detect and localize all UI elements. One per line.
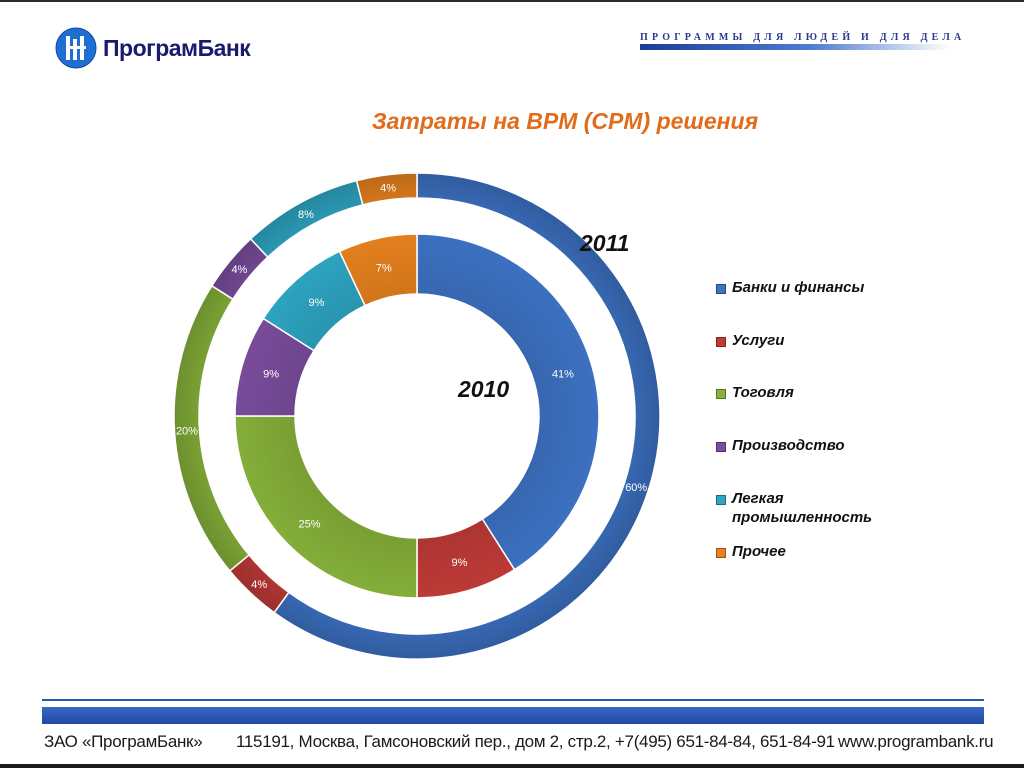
footer-rule (42, 699, 984, 701)
legend-item-5: Прочее (716, 542, 966, 561)
data-label-inner-0: 41% (552, 369, 574, 381)
footer-company: ЗАО «ПрограмБанк» (44, 732, 203, 751)
legend-swatch (716, 442, 726, 452)
legend-label: Тоговля (732, 384, 794, 401)
slice-inner-2 (234, 415, 418, 599)
legend-label: Прочее (732, 543, 786, 560)
footer-address: 115191, Москва, Гамсоновский пер., дом 2… (236, 732, 835, 751)
slice-inner-5 (338, 233, 418, 307)
footer-bar (42, 707, 984, 724)
logo-text: ПрограмБанк (103, 34, 251, 61)
data-label-outer-4: 8% (298, 209, 314, 221)
legend-swatch (716, 548, 726, 558)
legend-swatch (716, 284, 726, 294)
footer-website: www.programbank.ru (838, 732, 994, 751)
legend-label: Банки и финансы (732, 279, 865, 296)
legend-item-3: Производство (716, 436, 966, 455)
legend-item-1: Услуги (716, 331, 966, 350)
bottom-rule (0, 764, 1024, 768)
legend-label: Производство (732, 437, 845, 454)
company-logo: ПрограмБанк (55, 26, 251, 70)
data-label-outer-5: 4% (380, 182, 396, 194)
tagline: ПРОГРАММЫ ДЛЯ ЛЮДЕЙ И ДЛЯ ДЕЛА (640, 32, 966, 43)
data-label-outer-0: 60% (625, 482, 647, 494)
legend-swatch (716, 337, 726, 347)
data-label-outer-2: 20% (176, 425, 198, 437)
legend-item-2: Тоговля (716, 383, 966, 402)
data-label-outer-1: 4% (251, 579, 267, 591)
tagline-underline (640, 44, 950, 50)
slide-title: Затраты на BPM (CPM) решения (371, 108, 759, 134)
legend-swatch (716, 389, 726, 399)
programbank-logo-icon (55, 27, 97, 69)
legend-label: Услуги (732, 332, 785, 349)
legend-item-0: Банки и финансы (716, 278, 966, 297)
inner-ring-year-label: 2010 (458, 376, 510, 402)
legend-swatch (716, 495, 726, 505)
data-label-inner-1: 9% (451, 557, 467, 569)
data-label-inner-4: 9% (309, 297, 325, 309)
slice-outer-5 (355, 172, 418, 206)
legend-item-4: Легкая промышленность (716, 489, 966, 527)
legend-label: Легкая промышленность (732, 490, 873, 526)
top-rule (0, 0, 1024, 2)
data-label-inner-2: 25% (299, 518, 321, 530)
slice-inner-0 (416, 233, 600, 571)
outer-ring-year-label: 2011 (580, 230, 630, 256)
data-label-inner-5: 7% (376, 263, 392, 275)
slice-outer-0 (273, 172, 661, 660)
data-label-outer-3: 4% (231, 264, 247, 276)
data-label-inner-3: 9% (263, 369, 279, 381)
